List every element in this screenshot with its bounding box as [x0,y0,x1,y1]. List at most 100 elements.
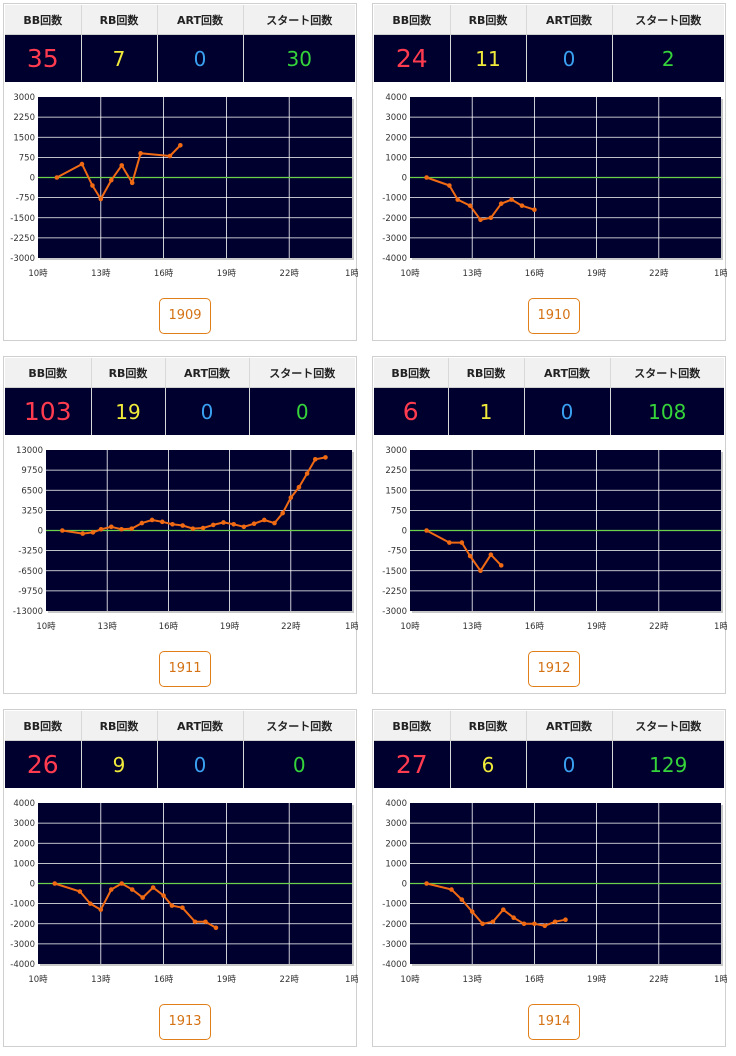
machine-number-button[interactable]: 1912 [528,651,580,687]
art-header: ART回数 [157,711,244,741]
machine-card: BB回数 RB回数 ART回数 スタート回数 26 9 0 0 4000 3000 2000 1000… [3,709,358,1047]
x-tick-label: 19時 [217,269,237,279]
data-point [119,163,125,168]
machine-number-button[interactable]: 1913 [159,1004,211,1040]
y-tick-label: 9750 [21,466,43,476]
rb-header: RB回数 [450,5,527,35]
machine-number-button[interactable]: 1910 [528,298,580,334]
art-header: ART回数 [524,358,611,388]
y-tick-label: -13000 [13,607,43,617]
rb-header: RB回数 [81,711,158,741]
y-tick-label: -4000 [10,960,35,970]
data-point [169,903,175,908]
data-point [488,552,494,557]
machine-number-button[interactable]: 1914 [528,1004,580,1040]
y-tick-label: 0 [402,880,407,890]
art-header: ART回数 [526,5,613,35]
x-tick-label: 19時 [217,975,237,985]
y-tick-label: 0 [30,174,35,184]
payout-chart: 3000 2250 1500 750 0 -750 -1500 -2250 -3000 10時 13… [10,93,358,279]
bb-count: 35 [5,34,82,82]
y-tick-label: -9750 [18,587,43,597]
start-header: スタート回数 [243,711,355,741]
y-tick-label: -3000 [10,254,35,264]
data-point [180,523,185,528]
x-tick-label: 22時 [649,622,669,632]
x-tick-label: 1時 [714,622,727,632]
y-tick-label: -1000 [382,194,407,204]
x-tick-label: 10時 [36,622,56,632]
y-tick-label: 3000 [13,819,35,829]
y-tick-label: 2000 [13,839,35,849]
data-point [480,921,485,927]
start-count: 0 [243,740,355,788]
start-count: 0 [249,387,355,435]
machine-number-button[interactable]: 1911 [159,651,211,687]
x-tick-label: 22時 [649,269,669,279]
art-count: 0 [526,740,613,788]
start-header: スタート回数 [612,711,724,741]
x-tick-label: 13時 [91,975,111,985]
x-tick-label: 22時 [281,622,301,632]
rb-header: RB回数 [448,358,525,388]
data-point [77,889,83,894]
x-tick-label: 19時 [587,269,607,279]
data-point [563,917,568,923]
data-point [129,526,134,531]
art-count: 0 [165,387,250,435]
y-tick-label: 3000 [385,819,407,829]
y-tick-label: -6500 [18,567,43,577]
x-tick-label: 13時 [463,975,483,985]
data-point [167,153,173,159]
payout-chart: 13000 9750 6500 3250 0 -3250 -6500 -9750 -13000 1… [13,446,358,632]
data-point [552,919,558,925]
bb-count: 26 [5,740,82,788]
data-point [469,909,475,914]
rb-header: RB回数 [450,711,527,741]
data-point [424,528,429,533]
data-point [129,180,135,186]
art-header: ART回数 [526,711,613,741]
start-header: スタート回数 [243,5,355,35]
data-point [98,526,104,532]
data-point [488,215,494,221]
series-line [56,144,182,200]
y-tick-label: -1500 [382,567,407,577]
series-line [426,176,535,221]
x-tick-label: 13時 [91,269,111,279]
y-tick-label: -4000 [382,254,407,264]
data-point [139,520,145,526]
data-point [80,531,86,536]
x-tick-label: 22時 [649,975,669,985]
machine-card: BB回数 RB回数 ART回数 スタート回数 35 7 0 30 3000 2250 1500 750… [3,3,358,341]
data-point [280,510,285,516]
x-tick-label: 1時 [345,269,358,279]
bb-header: BB回数 [5,5,82,35]
data-point [60,528,65,533]
data-point [447,183,452,188]
data-point [119,881,125,886]
data-point [150,885,156,890]
start-count: 2 [612,34,724,82]
y-tick-label: 1000 [385,859,407,869]
y-tick-label: -2250 [10,234,35,244]
y-tick-label: 2000 [385,839,407,849]
y-tick-label: -3000 [382,607,407,617]
y-tick-label: -1500 [10,214,35,224]
x-tick-label: 16時 [525,622,545,632]
y-tick-label: 6500 [21,486,43,496]
data-point [251,521,257,526]
y-tick-label: 1000 [385,153,407,163]
data-point [455,197,460,202]
y-tick-label: 750 [19,153,35,163]
data-point [272,520,277,526]
data-point [490,919,496,925]
bb-header: BB回数 [374,358,449,388]
data-point [542,923,548,929]
data-point [288,495,294,500]
data-point [108,887,114,892]
machine-number-button[interactable]: 1909 [159,298,211,334]
x-tick-label: 10時 [400,622,420,632]
data-point [498,563,504,568]
y-tick-label: -3250 [18,547,43,557]
